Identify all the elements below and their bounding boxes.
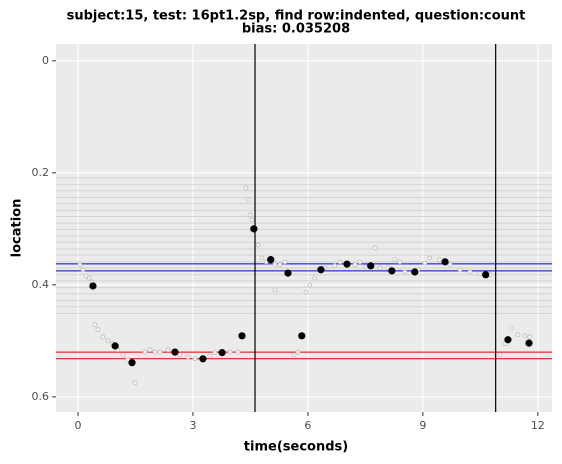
gaze-point — [105, 338, 111, 344]
gaze-point — [332, 263, 338, 269]
fixation-point — [218, 349, 226, 357]
x-tick-label: 9 — [419, 419, 426, 432]
gaze-point — [243, 185, 249, 191]
gaze-point — [147, 347, 153, 353]
gaze-point — [100, 334, 106, 340]
fixation-point — [171, 348, 179, 356]
fixation-point — [111, 342, 119, 350]
gaze-point — [457, 267, 463, 273]
chart-title: subject:15, test: 16pt1.2sp, find row:in… — [67, 9, 526, 24]
gaze-point — [212, 350, 218, 356]
gaze-point — [83, 273, 89, 279]
gaze-point — [477, 271, 483, 277]
gaze-point — [377, 265, 383, 271]
gaze-point — [247, 212, 253, 218]
gaze-point — [295, 349, 301, 355]
gaze-point — [80, 267, 86, 273]
gaze-point — [357, 259, 363, 265]
fixation-point — [411, 268, 419, 276]
fixation-point — [317, 266, 325, 274]
chart-title: bias: 0.035208 — [242, 22, 350, 37]
gaze-point — [392, 257, 398, 263]
gaze-point — [402, 269, 408, 275]
gaze-point — [337, 259, 343, 265]
gaze-point — [86, 275, 92, 281]
gaze-point — [245, 197, 251, 203]
fixation-point — [284, 269, 292, 277]
x-tick-label: 12 — [531, 419, 545, 432]
fixation-point — [367, 262, 375, 270]
gaze-point — [272, 262, 278, 268]
gaze-point — [372, 245, 378, 251]
fixation-point — [89, 282, 97, 290]
gaze-point — [272, 287, 278, 293]
x-axis-title: time(seconds) — [244, 440, 348, 455]
gaze-point — [277, 262, 283, 268]
gaze-point — [307, 282, 313, 288]
gaze-point — [362, 264, 368, 270]
gaze-point — [152, 349, 158, 355]
fixation-point — [504, 336, 512, 344]
gaze-point — [447, 262, 453, 268]
gaze-point — [235, 349, 241, 355]
gaze-point — [255, 242, 261, 248]
fixation-point — [525, 339, 533, 347]
gaze-point — [527, 334, 533, 340]
gaze-point — [207, 353, 213, 359]
gaze-point — [95, 327, 101, 333]
gaze-point — [165, 347, 171, 353]
fixation-point — [298, 332, 306, 340]
gaze-point — [497, 352, 503, 358]
y-tick-label: 0.4 — [32, 278, 50, 291]
gaze-point — [515, 332, 521, 338]
fixation-point — [250, 225, 258, 233]
y-axis-title: location — [10, 199, 25, 258]
y-tick-label: 0.2 — [32, 166, 50, 179]
gaze-point — [142, 349, 148, 355]
gaze-point — [522, 333, 528, 339]
fixation-point — [267, 256, 275, 264]
gaze-point — [303, 289, 309, 295]
gaze-point — [120, 352, 126, 358]
gaze-point — [157, 349, 163, 355]
gaze-point — [291, 352, 297, 358]
panel — [56, 44, 552, 412]
gaze-point — [467, 269, 473, 275]
gaze-point — [437, 257, 443, 263]
fixation-point — [238, 332, 246, 340]
grid — [56, 44, 552, 412]
gaze-point — [185, 354, 191, 360]
marks — [77, 185, 533, 386]
fixation-point — [482, 271, 490, 279]
gaze-point — [132, 380, 138, 386]
y-tick-label: 0 — [42, 54, 49, 67]
gaze-point — [509, 325, 515, 331]
gaze-point — [249, 217, 255, 223]
reference-lines — [56, 44, 552, 412]
gaze-point — [422, 260, 428, 266]
gaze-point — [397, 259, 403, 265]
y-tick-label: 0.6 — [32, 390, 50, 403]
x-tick-label: 3 — [189, 419, 196, 432]
gaze-point — [352, 262, 358, 268]
gaze-point — [259, 255, 265, 261]
gaze-point — [227, 349, 233, 355]
fixation-point — [441, 258, 449, 266]
gaze-point — [192, 356, 198, 362]
gaze-point — [177, 352, 183, 358]
x-tick-label: 6 — [304, 419, 311, 432]
fixation-point — [343, 260, 351, 268]
gaze-point — [77, 262, 83, 268]
fixation-point — [128, 359, 136, 367]
gaze-point — [282, 259, 288, 265]
fixation-point — [388, 267, 396, 275]
gaze-point — [312, 275, 318, 281]
x-tick-label: 0 — [74, 419, 81, 432]
gaze-point — [92, 322, 98, 328]
gaze-point — [427, 255, 433, 261]
fixation-point — [199, 355, 207, 363]
